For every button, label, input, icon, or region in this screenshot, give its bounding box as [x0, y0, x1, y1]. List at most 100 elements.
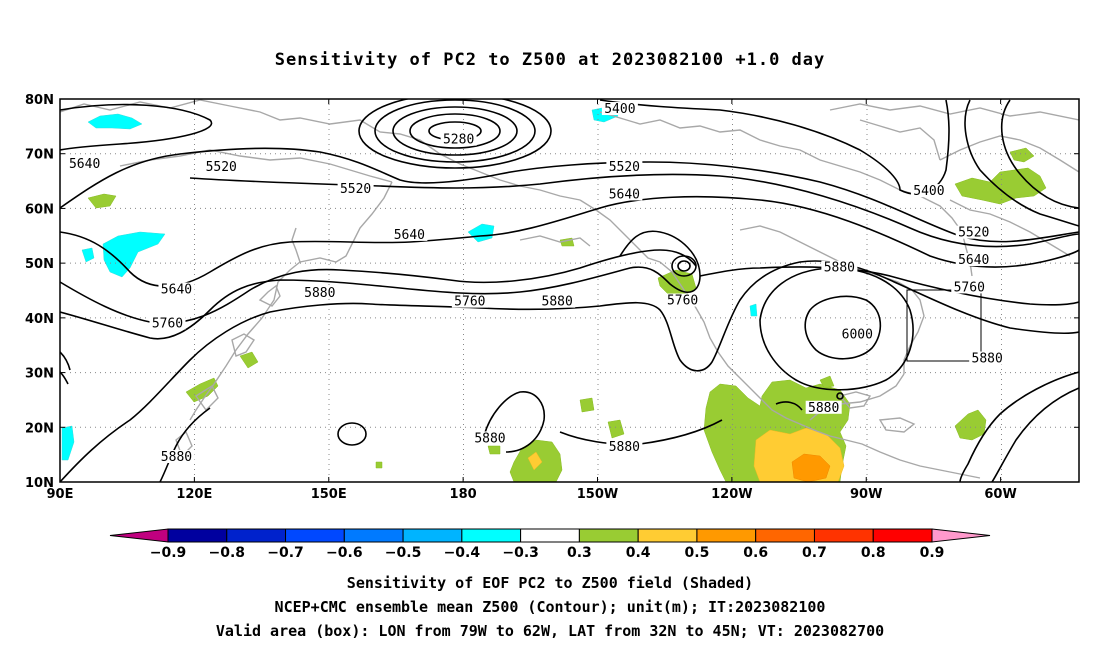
caption-line-1: Sensitivity of EOF PC2 to Z500 field (Sh…: [346, 574, 754, 592]
colorbar-swatch: [813, 528, 874, 543]
contour-label-bg: [821, 260, 858, 274]
colorbar-tick-label: −0.9: [150, 545, 187, 561]
contour-label: 5880: [808, 401, 839, 416]
contour-label: 5760: [667, 294, 698, 309]
contour-label: 5760: [954, 280, 985, 295]
contour-label: 5520: [958, 226, 989, 241]
shade-negative: [102, 231, 166, 278]
contour-label: 5640: [161, 283, 192, 298]
colorbar-swatch: [755, 528, 815, 543]
colorbar-tick-label: −0.6: [326, 545, 363, 561]
contour-label-bg: [440, 132, 477, 146]
colorbar-swatch: [637, 528, 698, 543]
contour-label-bg: [66, 156, 103, 170]
colorbar-tick-label: 0.6: [743, 545, 768, 561]
colorbar-tick-label: −0.5: [385, 545, 422, 561]
contour-label: 6000: [842, 327, 873, 342]
contour-label-bg: [969, 351, 1006, 365]
caption-line-2: NCEP+CMC ensemble mean Z500 (Contour); u…: [274, 598, 826, 616]
contour-label-bg: [471, 431, 508, 445]
colorbar-tick-label: 0.7: [802, 545, 827, 561]
colorbar-swatch: [285, 528, 345, 543]
contour-label-bg: [664, 293, 701, 307]
lat-label: 70N: [25, 148, 54, 163]
contour-label-bg: [203, 160, 240, 174]
lon-label: 150W: [577, 487, 618, 502]
colorbar-tick-label: 0.4: [626, 545, 651, 561]
contour-label: 5640: [394, 228, 425, 243]
contour-label: 5520: [206, 160, 237, 175]
lat-label: 30N: [25, 367, 54, 382]
shade-positive-strongest: [791, 453, 831, 482]
contour-label: 5880: [609, 440, 640, 455]
shade-positive-strong: [527, 451, 543, 471]
contour-label: 5760: [152, 317, 183, 332]
contour-label: 5640: [609, 187, 640, 202]
colorbar-swatch: [578, 528, 639, 543]
contour-label: 5880: [474, 431, 505, 446]
contour-label-bg: [158, 450, 195, 464]
colorbar-swatch: [461, 528, 522, 543]
caption-line-3: Valid area (box): LON from 79W to 62W, L…: [215, 622, 885, 640]
contour-label: 5760: [454, 295, 485, 310]
contour-label-bg: [805, 400, 842, 414]
lat-label: 40N: [25, 312, 54, 327]
colorbar: [109, 528, 991, 543]
lon-label: 150E: [311, 487, 347, 502]
contour-label-bg: [601, 102, 638, 116]
shade-negative: [61, 425, 75, 461]
shade-positive: [239, 351, 259, 369]
contour-label-bg: [955, 253, 992, 267]
contour-label-bg: [391, 227, 428, 241]
colorbar-tick-label: −0.4: [444, 545, 481, 561]
contour-label: 5880: [824, 261, 855, 276]
shade-positive: [487, 445, 501, 455]
valid-area-box: [906, 289, 982, 362]
colorbar-swatch: [402, 528, 463, 543]
lon-label: 180: [450, 487, 477, 502]
contour-label-bg: [910, 184, 947, 198]
lat-label: 10N: [25, 476, 54, 491]
shade-negative: [87, 113, 143, 130]
lat-label: 60N: [25, 202, 54, 217]
contour-label: 5520: [340, 182, 371, 197]
contour-label: 5880: [304, 286, 335, 301]
contour-label-bg: [839, 327, 876, 341]
contour-label-bg: [158, 282, 195, 296]
lon-label: 120E: [176, 487, 212, 502]
lat-label: 20N: [25, 421, 54, 436]
contour-label: 5400: [913, 184, 944, 199]
contour-label-bg: [606, 187, 643, 201]
colorbar-swatch: [167, 528, 228, 543]
colorbar-tick-label: 0.9: [920, 545, 945, 561]
shade-positive: [579, 397, 595, 413]
colorbar-tick-label: −0.7: [267, 545, 304, 561]
colorbar-swatch: [872, 528, 933, 543]
contour-label: 5880: [542, 295, 573, 310]
colorbar-tick-label: 0.5: [685, 545, 710, 561]
colorbar-swatch: [520, 528, 580, 543]
contour-labels: 5640 5520 5520 5280 5400 5520 5640 5400 5640 5520…: [66, 102, 1006, 465]
colorbar-swatch: [343, 528, 404, 543]
shade-negative: [467, 223, 495, 243]
contour-label-bg: [606, 160, 643, 174]
contour-label: 5880: [161, 450, 192, 465]
lon-label: 90W: [850, 487, 882, 502]
lat-label: 80N: [25, 93, 54, 108]
contour-label-bg: [951, 280, 988, 294]
contour-label: 5640: [69, 157, 100, 172]
contour-label: 5880: [972, 352, 1003, 367]
colorbar-swatch: [226, 528, 287, 543]
colorbar-max-arrow: [931, 528, 991, 543]
lon-label: 60W: [984, 487, 1016, 502]
lon-label: 120W: [711, 487, 752, 502]
plot-frame: [59, 98, 1080, 483]
contour-label-bg: [337, 181, 374, 195]
shade-positive: [819, 375, 835, 389]
colorbar-tick-label: 0.3: [567, 545, 592, 561]
contour-label-bg: [955, 225, 992, 239]
contour-label-bg: [149, 316, 186, 330]
colorbar-tick-label: −0.8: [209, 545, 246, 561]
colorbar-tick-label: −0.3: [502, 545, 539, 561]
